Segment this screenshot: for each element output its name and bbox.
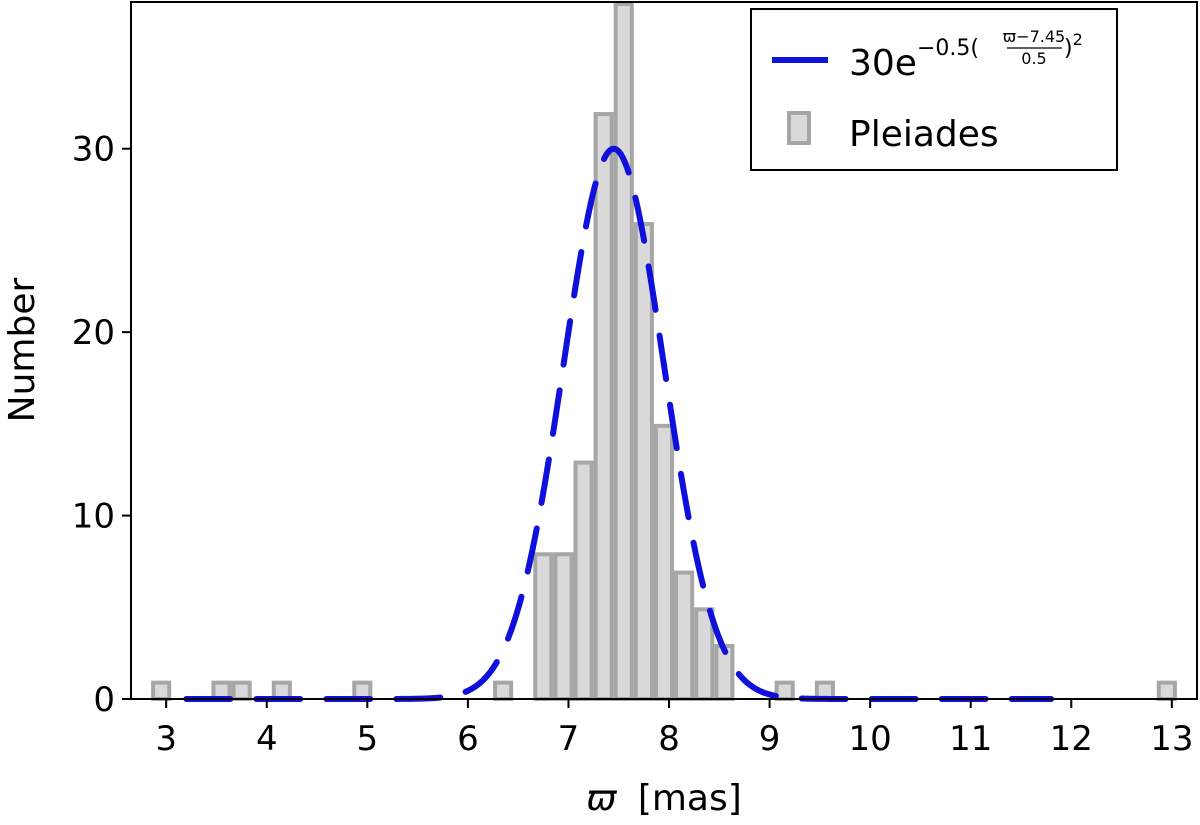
plot-frame <box>130 1 1198 700</box>
histogram-bar-0 <box>151 680 172 702</box>
x-tick-label-7: 7 <box>558 719 580 759</box>
x-axis-label-symbol: ϖ <box>586 778 617 819</box>
x-tick-label-11: 11 <box>949 719 992 759</box>
x-tick-label-13: 13 <box>1150 719 1193 759</box>
x-axis-label-unit: [mas] <box>638 778 742 819</box>
x-tick-label-6: 6 <box>457 719 479 759</box>
histogram-bar-16 <box>774 680 795 702</box>
x-axis-label: ϖ [mas] <box>586 778 742 819</box>
histogram-bar-7 <box>553 552 574 702</box>
y-axis-label: Number <box>2 277 43 422</box>
legend-gaussian-denominator: 0.5 <box>1021 49 1046 68</box>
x-tick-label-3: 3 <box>155 719 177 759</box>
x-tick-label-9: 9 <box>759 719 781 759</box>
legend-gaussian-prefix: 30e <box>849 43 917 84</box>
y-tick-label-30: 30 <box>72 130 115 170</box>
x-tick-label-12: 12 <box>1050 719 1093 759</box>
histogram-bar-18 <box>1156 680 1177 702</box>
y-axis-ticks: 0 10 20 30 <box>72 130 131 720</box>
histogram-bar-6 <box>533 552 554 702</box>
legend-histogram-label: Pleiades <box>849 114 999 155</box>
histogram-bar-8 <box>573 460 594 702</box>
x-axis-ticks: 3 4 5 6 7 8 9 10 11 12 13 <box>155 699 1193 759</box>
histogram-bar-10 <box>613 2 634 701</box>
legend-gaussian-power: )2 <box>1064 30 1083 61</box>
legend-gaussian-power-value: 2 <box>1073 30 1083 49</box>
legend-gaussian-label: 30e−0.5( <box>849 36 979 84</box>
x-tick-label-8: 8 <box>658 719 680 759</box>
histogram-bar-5 <box>493 680 514 702</box>
histogram-bar-11 <box>633 222 654 702</box>
legend-box <box>750 8 1118 171</box>
x-tick-label-5: 5 <box>357 719 379 759</box>
legend: 30e−0.5( ϖ−7.45 0.5 )2 Pleiades <box>750 8 1118 171</box>
legend-histogram-swatch <box>787 111 811 145</box>
histogram-bar-14 <box>694 607 715 702</box>
y-tick-label-20: 20 <box>72 313 115 353</box>
y-tick-label-10: 10 <box>72 497 115 537</box>
legend-gaussian-exponent: −0.5( <box>917 36 979 61</box>
legend-gaussian-numerator: ϖ−7.45 <box>1003 27 1065 46</box>
x-tick-label-4: 4 <box>256 719 278 759</box>
histogram-bar-12 <box>653 423 675 701</box>
legend-gaussian-paren: ) <box>1064 36 1073 61</box>
x-tick-label-10: 10 <box>849 719 892 759</box>
y-tick-label-0: 0 <box>93 680 115 720</box>
histogram-bar-2 <box>231 680 252 702</box>
histogram-bar-9 <box>593 112 614 702</box>
histogram-bar-13 <box>674 570 695 702</box>
